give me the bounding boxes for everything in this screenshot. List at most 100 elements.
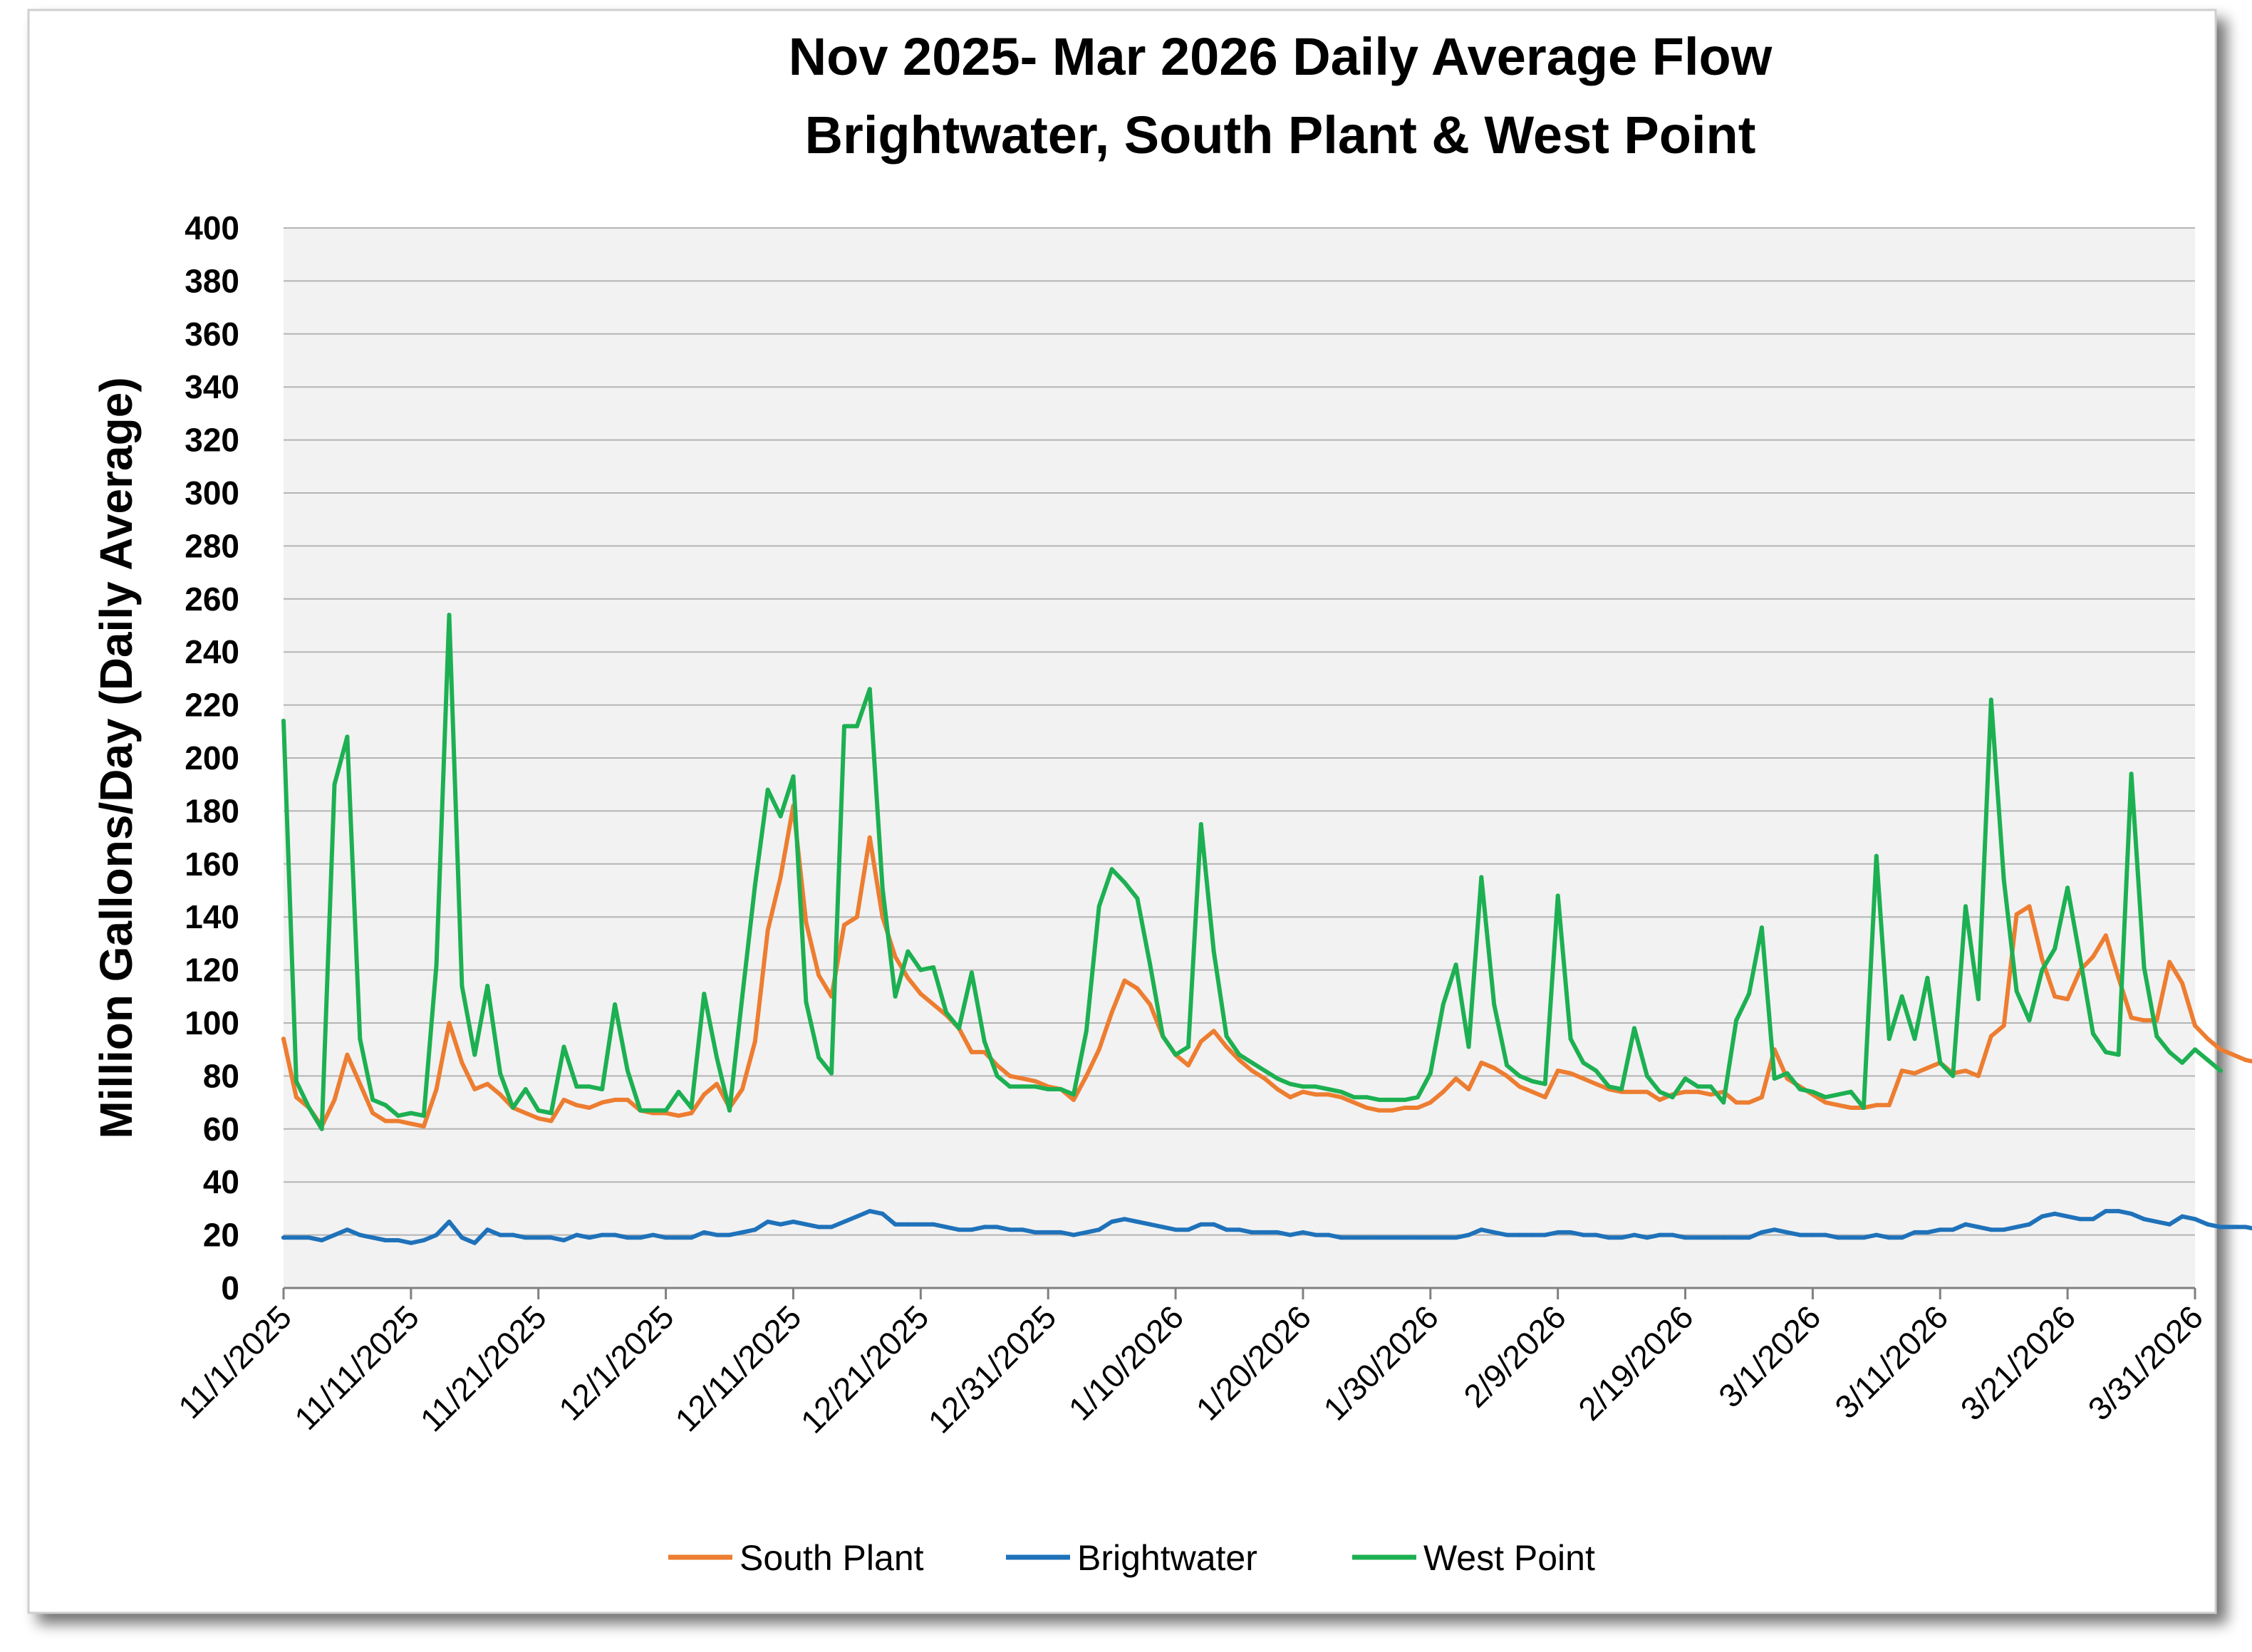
data-point-brightwater (816, 1225, 821, 1230)
data-point-west-point (2142, 965, 2147, 970)
data-point-south-plant (281, 1037, 286, 1041)
series-west-point (281, 613, 2223, 1131)
data-point-west-point (1326, 1087, 1331, 1091)
data-point-west-point (1568, 1037, 1573, 1041)
data-point-brightwater (2180, 1214, 2185, 1219)
data-point-south-plant (332, 1097, 337, 1102)
data-point-west-point (561, 1044, 566, 1049)
data-point-south-plant (854, 915, 859, 920)
data-point-brightwater (2231, 1225, 2236, 1230)
data-point-brightwater (600, 1232, 605, 1237)
data-point-west-point (727, 1108, 732, 1113)
data-point-south-plant (1505, 1074, 1510, 1079)
data-point-south-plant (906, 975, 910, 980)
data-point-brightwater (931, 1222, 936, 1227)
data-point-west-point (498, 1071, 503, 1076)
data-point-brightwater (523, 1235, 528, 1240)
data-point-south-plant (2053, 994, 2058, 999)
data-point-south-plant (1313, 1092, 1318, 1097)
data-point-south-plant (1224, 1044, 1229, 1049)
data-point-south-plant (613, 1097, 618, 1102)
data-point-west-point (1912, 1037, 1917, 1041)
data-point-brightwater (1976, 1225, 1981, 1230)
data-point-brightwater (1046, 1230, 1051, 1235)
data-point-south-plant (485, 1081, 490, 1086)
data-point-south-plant (2090, 955, 2095, 959)
y-tick-label: 320 (185, 422, 239, 459)
data-point-south-plant (1415, 1106, 1420, 1110)
y-tick-label: 80 (203, 1057, 239, 1094)
data-point-brightwater (511, 1232, 515, 1237)
y-tick-label: 140 (185, 898, 239, 935)
data-point-west-point (1734, 1018, 1739, 1023)
data-point-brightwater (1109, 1220, 1114, 1224)
data-point-west-point (969, 970, 974, 975)
data-point-south-plant (1351, 1100, 1356, 1105)
data-point-brightwater (549, 1235, 554, 1240)
data-point-south-plant (1211, 1029, 1216, 1034)
data-point-west-point (1390, 1097, 1395, 1102)
data-point-west-point (1288, 1081, 1292, 1086)
data-point-brightwater (1326, 1232, 1331, 1237)
data-point-south-plant (1148, 1002, 1153, 1007)
data-point-brightwater (485, 1227, 490, 1232)
data-point-south-plant (1007, 1074, 1012, 1079)
data-point-brightwater (663, 1235, 668, 1240)
data-point-brightwater (702, 1230, 707, 1235)
data-point-brightwater (727, 1232, 732, 1237)
data-point-west-point (893, 994, 898, 999)
data-point-west-point (1785, 1071, 1790, 1076)
data-point-south-plant (2001, 1023, 2006, 1028)
data-point-south-plant (1071, 1097, 1076, 1102)
data-point-west-point (383, 1103, 388, 1108)
data-point-west-point (1275, 1076, 1280, 1081)
data-point-west-point (574, 1084, 579, 1089)
data-point-west-point (2103, 1049, 2108, 1054)
data-point-brightwater (1670, 1232, 1675, 1237)
data-point-brightwater (1237, 1227, 1242, 1232)
data-point-south-plant (1657, 1097, 1662, 1102)
data-point-west-point (957, 1026, 961, 1031)
data-point-brightwater (1657, 1232, 1662, 1237)
data-point-west-point (1644, 1074, 1649, 1079)
data-point-brightwater (574, 1232, 579, 1237)
data-point-west-point (1607, 1084, 1612, 1089)
data-point-west-point (1428, 1071, 1433, 1076)
data-point-brightwater (689, 1235, 694, 1240)
data-point-south-plant (1020, 1076, 1025, 1081)
data-point-brightwater (1466, 1232, 1471, 1237)
data-point-south-plant (2243, 1058, 2248, 1063)
data-point-brightwater (1288, 1232, 1292, 1237)
y-tick-label: 380 (185, 262, 239, 299)
data-point-south-plant (1198, 1039, 1203, 1044)
data-point-brightwater (1797, 1232, 1802, 1237)
data-point-brightwater (1708, 1235, 1713, 1240)
data-point-south-plant (1466, 1087, 1471, 1091)
data-point-south-plant (1453, 1076, 1458, 1081)
data-point-brightwater (1759, 1230, 1764, 1235)
data-point-west-point (472, 1052, 477, 1057)
y-tick-label: 120 (185, 952, 239, 989)
data-point-west-point (1925, 975, 1930, 980)
data-point-south-plant (383, 1118, 388, 1123)
data-point-south-plant (561, 1097, 566, 1102)
data-point-west-point (1109, 867, 1114, 872)
y-tick-label: 60 (203, 1111, 239, 1148)
data-point-brightwater (587, 1235, 592, 1240)
data-point-west-point (1836, 1092, 1841, 1097)
data-point-west-point (1300, 1084, 1305, 1089)
data-point-west-point (2180, 1060, 2185, 1065)
data-point-south-plant (689, 1111, 694, 1116)
data-point-west-point (1963, 904, 1968, 909)
data-point-brightwater (1211, 1222, 1216, 1227)
data-point-south-plant (1390, 1108, 1395, 1113)
data-point-west-point (2205, 1058, 2210, 1063)
data-point-south-plant (1084, 1074, 1089, 1079)
data-point-brightwater (765, 1220, 770, 1224)
data-point-south-plant (1288, 1095, 1292, 1100)
data-point-south-plant (421, 1124, 426, 1129)
data-point-brightwater (1810, 1232, 1815, 1237)
data-point-brightwater (867, 1209, 872, 1214)
data-point-west-point (370, 1097, 375, 1102)
